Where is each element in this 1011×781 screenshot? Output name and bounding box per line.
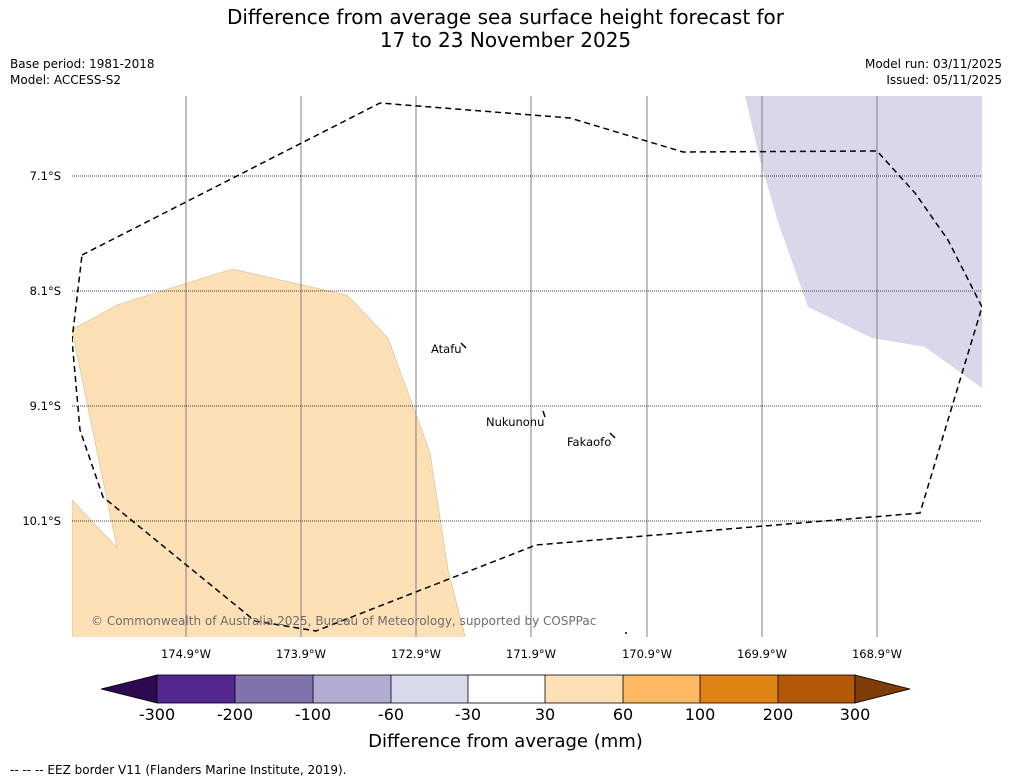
colorbar-extend-high (854, 674, 911, 704)
place-label-atafu: Atafu (431, 342, 462, 356)
model-name: Model: ACCESS-S2 (10, 73, 122, 87)
colorbar-extend-low (100, 674, 158, 704)
colorbar-tick: 100 (684, 705, 716, 724)
colorbar-bin-3 (313, 675, 391, 703)
lon-label: 172.9°W (390, 647, 442, 661)
colorbar-bin-4 (391, 675, 468, 703)
lon-label: 169.9°W (736, 647, 788, 661)
colorbar-outline (156, 674, 856, 704)
colorbar-tick: -300 (138, 705, 176, 724)
lon-label: 173.9°W (275, 647, 327, 661)
colorbar-bin-7 (623, 675, 700, 703)
lat-label: 10.1°S (22, 514, 61, 528)
colorbar-bin-9 (778, 675, 855, 703)
lat-label: 7.1°S (29, 169, 61, 183)
colorbar-bin-5 (468, 675, 545, 703)
model-run: Model run: 03/11/2025 (864, 57, 1002, 71)
colorbar-bin-1 (157, 675, 235, 703)
issued-date: Issued: 05/11/2025 (886, 73, 1002, 87)
colorbar-tick: 30 (534, 705, 556, 724)
colorbar-tick: 200 (762, 705, 794, 724)
colorbar-tick: -200 (216, 705, 254, 724)
place-label-fakaofo: Fakaofo (567, 435, 612, 449)
colorbar-tick: 60 (612, 705, 634, 724)
eez-footnote: -- -- -- EEZ border V11 (Flanders Marine… (10, 763, 347, 777)
island-nukunonu-shape (542, 410, 546, 418)
colorbar (100, 674, 911, 704)
colorbar-bin-6 (545, 675, 623, 703)
island-swains-shape (625, 632, 627, 634)
lat-label: 8.1°S (29, 284, 61, 298)
base-period: Base period: 1981-2018 (10, 57, 155, 71)
island-atafu-shape (460, 342, 467, 349)
place-label-nukunonu: Nukunonu (486, 415, 545, 429)
colorbar-bin-8 (700, 675, 778, 703)
chart-title-line2: 17 to 23 November 2025 (379, 28, 632, 52)
colorbar-tick: -60 (377, 705, 405, 724)
anomaly-region-negative (745, 96, 982, 388)
map-area (72, 96, 982, 637)
colorbar-tick: 300 (839, 705, 871, 724)
lon-label: 168.9°W (851, 647, 903, 661)
colorbar-label: Difference from average (mm) (368, 731, 643, 752)
colorbar-bin-2 (235, 675, 313, 703)
copyright-notice: © Commonwealth of Australia 2025, Bureau… (91, 614, 597, 628)
chart-title-line1: Difference from average sea surface heig… (226, 5, 785, 29)
lon-label: 170.9°W (621, 647, 673, 661)
lon-label: 171.9°W (505, 647, 557, 661)
lon-label: 174.9°W (160, 647, 212, 661)
colorbar-tick: -100 (294, 705, 332, 724)
colorbar-tick: -30 (454, 705, 482, 724)
anomaly-region-positive (72, 268, 466, 637)
island-fakaofo-shape (609, 432, 616, 439)
eez-border (72, 102, 982, 632)
lat-label: 9.1°S (29, 399, 61, 413)
